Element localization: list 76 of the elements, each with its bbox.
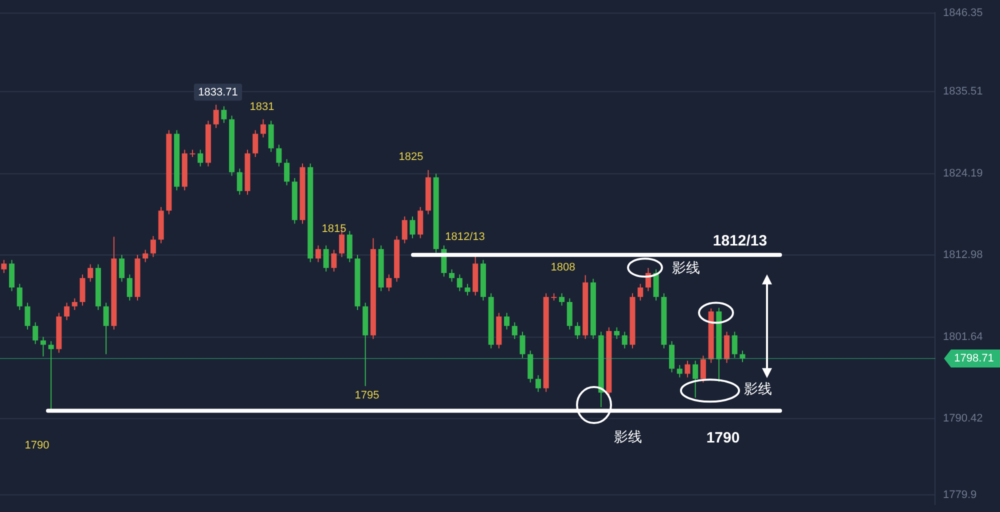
- candlestick: [653, 268, 659, 302]
- candlestick: [566, 298, 572, 330]
- candlestick: [268, 120, 274, 152]
- candlestick: [638, 283, 644, 302]
- annotation: 影线: [744, 380, 772, 397]
- candlestick: [732, 331, 738, 358]
- annotation: 1833.71: [198, 86, 238, 99]
- y-tick-label: 1801.64: [943, 331, 983, 344]
- candlestick: [213, 104, 219, 128]
- candlestick: [614, 326, 620, 340]
- candlestick: [221, 106, 227, 124]
- candlestick: [72, 298, 78, 310]
- candlestick: [236, 168, 242, 196]
- candlestick: [315, 244, 321, 263]
- candlestick: [684, 360, 690, 378]
- ref-line-label: 1798.71: [954, 352, 994, 364]
- y-tick-label: 1846.35: [943, 6, 983, 19]
- annotation: 1825: [398, 150, 424, 163]
- candlestick: [142, 249, 148, 263]
- candlestick: [386, 274, 392, 292]
- annotation: 1808: [550, 262, 576, 274]
- candlestick: [198, 149, 204, 167]
- y-tick-label: 1779.9: [943, 488, 977, 501]
- candlestick: [669, 340, 675, 373]
- annotation: 1831: [250, 101, 274, 114]
- candlestick: [504, 312, 510, 330]
- candlestick: [276, 144, 282, 167]
- candlestick: [284, 158, 290, 186]
- annotation: 1812/13: [445, 230, 485, 243]
- candlestick: [456, 274, 462, 292]
- y-tick-label: 1824.19: [943, 168, 983, 180]
- candlestick: [574, 322, 580, 340]
- candlestick: [418, 206, 424, 239]
- candlestick: [119, 254, 125, 282]
- y-tick-label: 1812.98: [943, 248, 983, 261]
- candlestick: [512, 322, 518, 340]
- candlestick: [126, 274, 132, 302]
- candlestick: [676, 364, 682, 378]
- candlestick: [402, 216, 408, 244]
- candlestick: [1, 259, 7, 274]
- candlestick: [559, 292, 565, 306]
- candlestick: [40, 336, 46, 357]
- candlestick: [449, 268, 455, 282]
- annotation: 1795: [354, 389, 380, 402]
- candlestick: [252, 130, 258, 158]
- candlestick: [80, 274, 86, 306]
- candlestick: [9, 259, 15, 292]
- annotation: 影线: [614, 428, 642, 445]
- candlestick: [692, 360, 698, 398]
- candlestick: [150, 236, 156, 258]
- candlestick: [464, 283, 470, 296]
- candlestick: [103, 302, 109, 355]
- candlestick: [622, 331, 628, 349]
- annotation: 1812/13: [712, 232, 768, 250]
- annotation: 影线: [672, 259, 700, 276]
- annotation: 1815: [322, 223, 346, 236]
- candlestick: [88, 264, 94, 282]
- annotation: 1790: [24, 439, 50, 452]
- candlestick: [410, 216, 416, 239]
- annotation: 1790: [706, 430, 740, 447]
- candlestick: [700, 355, 706, 383]
- candlestick: [740, 350, 746, 363]
- candlestick: [24, 302, 30, 330]
- candlestick: [260, 118, 266, 138]
- candlestick: [48, 340, 54, 411]
- candlestick: [331, 249, 337, 272]
- candlestick: [346, 230, 352, 263]
- y-tick-label: 1790.42: [943, 412, 983, 424]
- candlestick: [520, 331, 526, 358]
- candlestick: [323, 244, 329, 272]
- candlestick: [64, 302, 70, 321]
- candlestick: [535, 374, 541, 392]
- y-tick-label: 1835.51: [943, 86, 983, 98]
- candlestick: [16, 283, 22, 310]
- candlestick: [724, 331, 730, 364]
- candlestick: [32, 322, 38, 345]
